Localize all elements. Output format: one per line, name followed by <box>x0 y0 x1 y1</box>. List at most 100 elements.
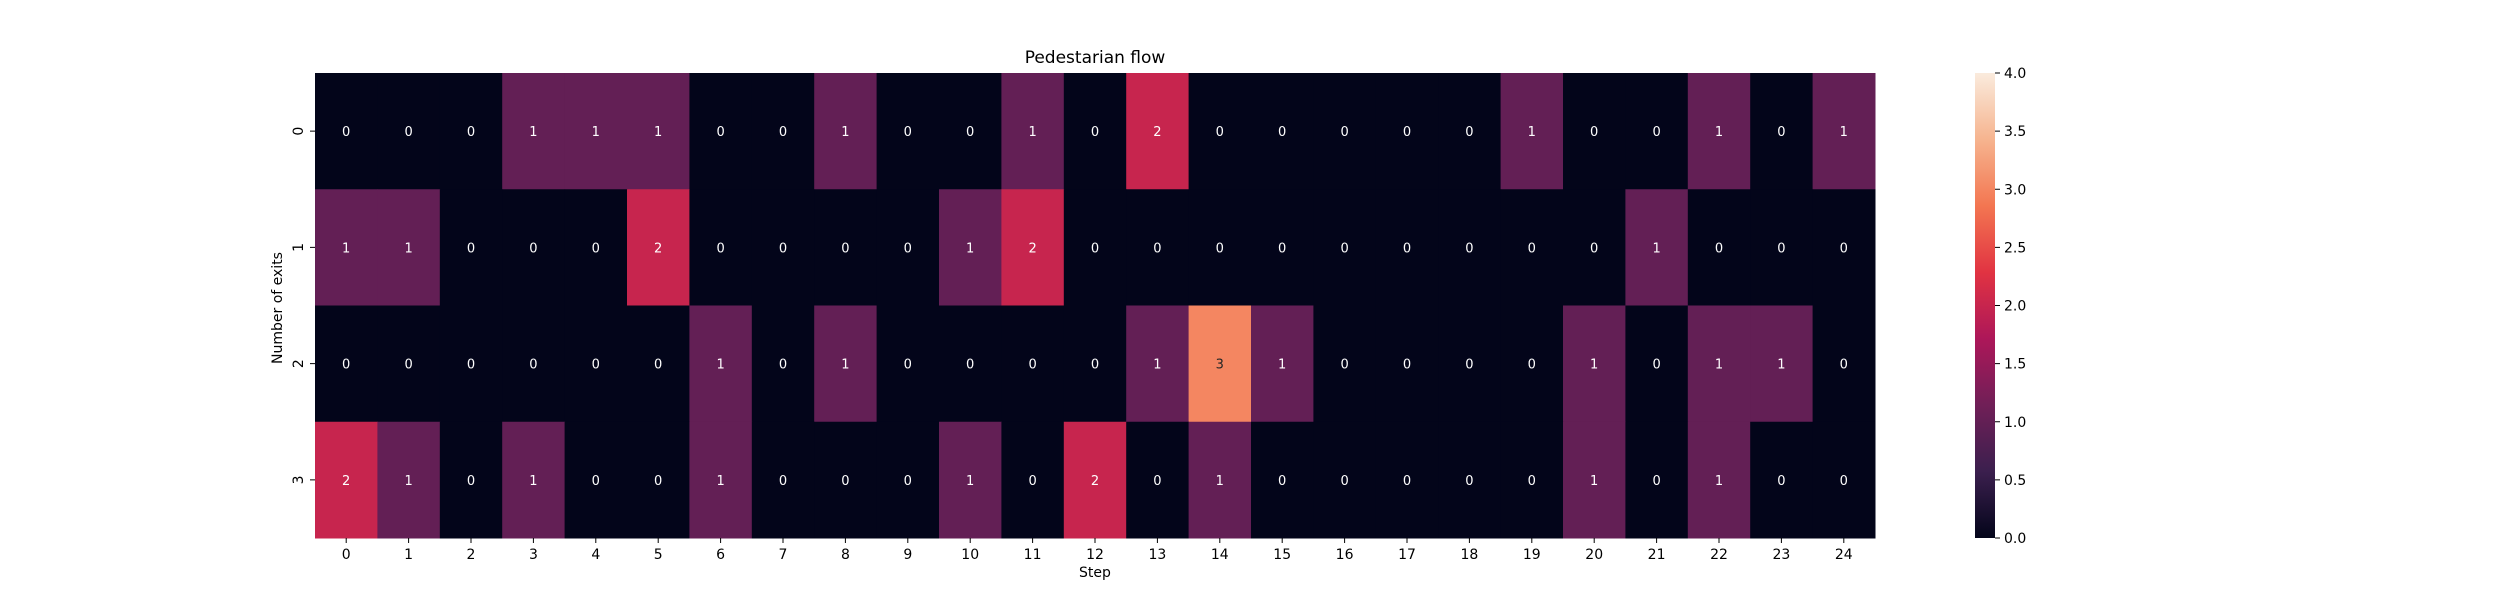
cell-value-label: 0 <box>716 125 724 140</box>
cell-value-label: 0 <box>966 125 974 140</box>
cell-value-label: 0 <box>1652 358 1660 373</box>
cell-value-label: 0 <box>1091 241 1099 256</box>
heatmap-cell <box>1625 189 1689 306</box>
heatmap-cell <box>564 305 628 423</box>
x-tick-label: 18 <box>1460 547 1478 563</box>
cell-value-label: 0 <box>779 474 787 489</box>
cell-value-label: 1 <box>1153 358 1161 373</box>
y-axis-ticks: 0 1 2 3 <box>291 127 315 484</box>
cell-value-label: 0 <box>1091 358 1099 373</box>
cell-value-label: 0 <box>1028 358 1036 373</box>
heatmap-cell <box>1126 421 1190 539</box>
cell-value-label: 0 <box>1465 474 1473 489</box>
heatmap-cell <box>564 73 628 190</box>
cell-value-label: 0 <box>1340 125 1348 140</box>
heatmap-cell <box>1001 305 1065 423</box>
cell-value-label: 0 <box>1091 125 1099 140</box>
heatmap-cell <box>315 73 378 190</box>
cell-value-label: 0 <box>467 241 475 256</box>
cell-value-label: 0 <box>1278 125 1286 140</box>
heatmap-cell <box>689 73 753 190</box>
x-tick-label: 19 <box>1523 547 1541 563</box>
heatmap-cell <box>1188 189 1252 306</box>
cell-value-label: 1 <box>1652 241 1660 256</box>
heatmap-cell <box>315 421 378 539</box>
heatmap-cell <box>1375 73 1439 190</box>
x-tick-label: 10 <box>961 547 979 563</box>
heatmap-cell <box>1687 73 1751 190</box>
cell-value-label: 1 <box>716 474 724 489</box>
x-tick-label: 4 <box>591 547 600 563</box>
heatmap-cell <box>1251 189 1314 306</box>
cell-value-label: 1 <box>1278 358 1286 373</box>
cell-value-label: 0 <box>779 358 787 373</box>
heatmap-cell <box>377 421 441 539</box>
x-tick-label: 21 <box>1648 547 1666 563</box>
chart-title: Pedestarian flow <box>1025 48 1166 68</box>
cell-value-label: 3 <box>1216 358 1224 373</box>
heatmap-cell <box>1375 189 1439 306</box>
cell-value-label: 0 <box>1652 474 1660 489</box>
x-tick-label: 24 <box>1835 547 1853 563</box>
heatmap-cell <box>1750 189 1814 306</box>
heatmap-cell <box>876 421 940 539</box>
cell-value-label: 1 <box>404 241 412 256</box>
heatmap-cell <box>1687 189 1751 306</box>
cell-value-label: 0 <box>1403 358 1411 373</box>
heatmap-cell <box>1750 305 1814 423</box>
colorbar-ticks: 0.0 0.5 1.0 1.5 2.0 2.5 3.0 3.5 4.0 <box>1995 66 2026 547</box>
x-tick-label: 0 <box>342 547 351 563</box>
heatmap-cell <box>1313 421 1377 539</box>
heatmap-cell <box>689 189 753 306</box>
heatmap-cell <box>564 189 628 306</box>
heatmap-cell <box>439 73 503 190</box>
heatmap-cell <box>939 73 1002 190</box>
colorbar-tick-label: 2.0 <box>2004 299 2026 315</box>
colorbar-tick-label: 0.0 <box>2004 531 2026 547</box>
cell-value-label: 0 <box>654 474 662 489</box>
cell-value-label: 0 <box>1278 474 1286 489</box>
cell-value-label: 0 <box>1465 358 1473 373</box>
heatmap-cell <box>627 421 690 539</box>
x-tick-label: 16 <box>1336 547 1354 563</box>
heatmap-cell <box>1375 421 1439 539</box>
cell-value-label: 0 <box>1153 474 1161 489</box>
heatmap-cell <box>1438 189 1502 306</box>
heatmap-cell <box>1625 305 1689 423</box>
heatmap-cell <box>1687 421 1751 539</box>
x-axis-ticks: 0 1 2 3 4 5 6 7 8 9 10 11 12 13 14 15 16 17 18 19 20 21 22 23 24 <box>342 538 1853 563</box>
cell-value-label: 1 <box>966 474 974 489</box>
cell-value-label: 1 <box>1715 358 1723 373</box>
cell-value-label: 0 <box>841 241 849 256</box>
cell-value-label: 1 <box>592 125 600 140</box>
colorbar-tick-label: 1.5 <box>2004 357 2026 373</box>
cell-value-label: 1 <box>841 358 849 373</box>
heatmap-cell <box>1251 421 1314 539</box>
cell-value-label: 1 <box>841 125 849 140</box>
x-tick-label: 1 <box>404 547 413 563</box>
cell-value-label: 0 <box>1715 241 1723 256</box>
x-tick-label: 17 <box>1398 547 1416 563</box>
cell-value-label: 0 <box>904 474 912 489</box>
cell-value-label: 0 <box>404 358 412 373</box>
x-tick-label: 9 <box>903 547 912 563</box>
heatmap-cell <box>814 73 878 190</box>
x-tick-label: 23 <box>1772 547 1790 563</box>
cell-value-label: 1 <box>1715 474 1723 489</box>
cell-value-label: 0 <box>1340 241 1348 256</box>
cell-value-label: 0 <box>779 125 787 140</box>
y-tick-label: 1 <box>291 243 307 252</box>
cell-value-label: 1 <box>1028 125 1036 140</box>
cell-value-label: 0 <box>904 125 912 140</box>
heatmap-cell <box>564 421 628 539</box>
heatmap-cell <box>1313 189 1377 306</box>
heatmap-cell <box>1500 421 1564 539</box>
heatmap-cell <box>689 421 753 539</box>
x-tick-label: 20 <box>1585 547 1603 563</box>
cell-value-label: 0 <box>1465 125 1473 140</box>
heatmap-cell <box>627 73 690 190</box>
heatmap-cell <box>1063 305 1127 423</box>
heatmap-cell <box>1563 189 1626 306</box>
heatmap-cell <box>1063 73 1127 190</box>
